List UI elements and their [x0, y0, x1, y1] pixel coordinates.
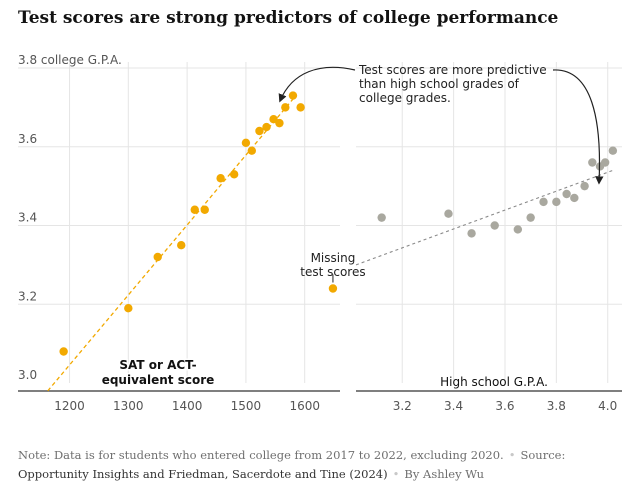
- y-tick-label: 3.2: [18, 289, 37, 303]
- data-point: [288, 91, 298, 100]
- x-tick-label: 1200: [54, 399, 85, 413]
- y-tick-label: 3.6: [18, 132, 37, 146]
- byline: By Ashley Wu: [404, 467, 485, 481]
- y-tick-label: 3.0: [18, 368, 37, 382]
- trend-line: [47, 95, 297, 392]
- data-point: [269, 114, 278, 124]
- data-point: [600, 158, 610, 167]
- x-tick-label: 1400: [172, 399, 203, 413]
- right-panel-high-school-gpa: 3.2 3.4 3.6 3.8 4.0 High school G.P.A.: [355, 62, 622, 413]
- data-point: [124, 303, 133, 313]
- x-tick-label: 3.8: [547, 399, 566, 413]
- x-tick-label: 1500: [231, 399, 262, 413]
- data-point: [262, 122, 271, 132]
- data-point: [255, 126, 264, 136]
- chart-canvas: 3.0 3.2 3.4 3.6 3.8 college G.P.A. 1200 1300 14…: [18, 53, 622, 413]
- trend-line: [355, 169, 614, 266]
- y-tick-label: 3.4: [18, 211, 37, 225]
- data-point: [275, 118, 284, 128]
- data-point: [241, 138, 251, 148]
- data-point: [247, 146, 256, 155]
- x-axis-label: High school G.P.A.: [440, 375, 548, 389]
- data-point: [281, 103, 290, 112]
- separator-dot: •: [392, 467, 400, 481]
- source-prefix: Source:: [520, 448, 566, 462]
- predictive-annotation-line: Test scores are more predictive: [358, 63, 547, 77]
- predictive-annotation-line: college grades.: [359, 91, 451, 105]
- missing-test-scores-point: [328, 284, 338, 293]
- data-point: [580, 181, 589, 191]
- data-point: [377, 213, 386, 222]
- note-prefix: Note:: [18, 448, 51, 462]
- data-point: [229, 170, 239, 179]
- data-point: [608, 146, 618, 155]
- note-text: Data is for students who entered college…: [53, 448, 504, 462]
- x-tick-label: 3.6: [495, 399, 514, 413]
- x-tick-label: 4.0: [598, 399, 617, 413]
- x-axis-label-line: SAT or ACT-: [119, 358, 196, 372]
- source-text: Opportunity Insights and Friedman, Sacer…: [18, 467, 388, 481]
- missing-annotation-line: Missing: [311, 251, 356, 265]
- data-point: [177, 240, 186, 250]
- x-tick-label: 1300: [113, 399, 144, 413]
- data-point: [539, 197, 548, 207]
- separator-dot: •: [508, 448, 516, 462]
- data-point: [216, 174, 225, 183]
- data-point: [588, 158, 597, 167]
- x-axis-label-line: equivalent score: [102, 373, 215, 387]
- data-point: [296, 103, 305, 112]
- left-panel-test-scores: 3.0 3.2 3.4 3.6 3.8 college G.P.A. 1200 1300 14…: [18, 53, 366, 413]
- data-point: [526, 213, 535, 222]
- data-point: [444, 209, 453, 218]
- data-point: [490, 221, 499, 230]
- missing-annotation-line: test scores: [300, 265, 365, 279]
- data-point: [552, 197, 561, 207]
- footnote: Note: Data is for students who entered c…: [18, 446, 618, 484]
- arrow-to-test-scores: [278, 66, 356, 103]
- data-point: [153, 252, 162, 262]
- data-point: [513, 225, 523, 234]
- x-tick-label: 3.4: [444, 399, 463, 413]
- data-point: [467, 229, 476, 238]
- y-tick-label: 3.8 college G.P.A.: [18, 53, 122, 67]
- data-point: [562, 189, 571, 199]
- data-point: [59, 347, 68, 356]
- data-point: [190, 205, 199, 214]
- x-tick-label: 3.2: [393, 399, 412, 413]
- data-point: [200, 205, 209, 214]
- predictive-annotation-line: than high school grades of: [359, 77, 520, 91]
- chart-title: Test scores are strong predictors of col…: [18, 8, 559, 28]
- arrow-to-high-school-trend: [552, 69, 604, 185]
- data-point: [570, 193, 579, 203]
- x-tick-label: 1600: [289, 399, 320, 413]
